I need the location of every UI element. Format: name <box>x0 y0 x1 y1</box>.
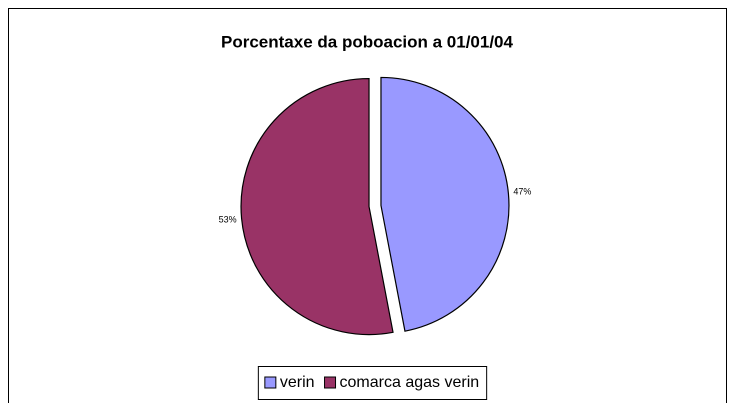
pie-slice <box>240 77 394 336</box>
legend-swatch <box>324 376 337 389</box>
data-label: 53% <box>219 214 237 224</box>
chart-title: Porcentaxe da poboacion a 01/01/04 <box>221 32 514 51</box>
pie-slice <box>380 76 510 332</box>
legend-label: comarca agas verin <box>340 374 480 391</box>
legend-box <box>257 366 488 400</box>
legend-swatch <box>264 376 277 389</box>
legend-label: verin <box>280 374 315 391</box>
data-label: 47% <box>513 186 531 196</box>
